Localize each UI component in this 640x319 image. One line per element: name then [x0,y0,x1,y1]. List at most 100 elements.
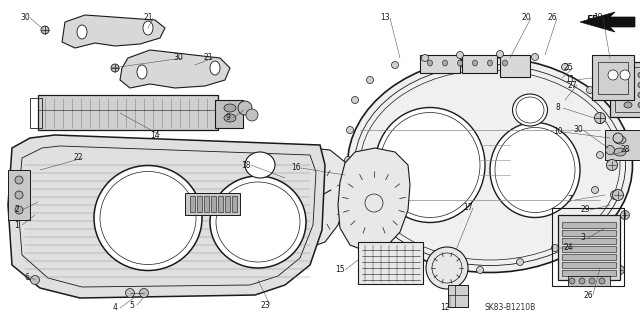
Bar [562,270,616,276]
Ellipse shape [605,145,614,154]
Ellipse shape [624,102,632,108]
Text: 7: 7 [568,196,572,204]
Ellipse shape [611,231,620,240]
Ellipse shape [614,148,626,156]
Ellipse shape [561,63,568,70]
Bar [598,62,628,94]
Bar [185,193,240,215]
Text: 22: 22 [73,153,83,162]
Polygon shape [338,148,410,252]
Polygon shape [278,148,348,248]
Text: 23: 23 [260,300,270,309]
Text: 24: 24 [563,243,573,253]
Ellipse shape [620,70,630,80]
Ellipse shape [210,61,220,75]
Ellipse shape [401,247,408,254]
Ellipse shape [41,26,49,34]
Ellipse shape [577,217,584,224]
Bar [605,130,640,160]
Ellipse shape [614,136,626,144]
Ellipse shape [591,187,598,194]
Text: 4: 4 [113,303,117,313]
Ellipse shape [579,278,585,284]
Ellipse shape [143,21,153,35]
Bar [218,196,223,212]
Text: 15: 15 [335,265,345,275]
Bar [610,62,640,117]
Bar [558,215,620,280]
Ellipse shape [613,133,623,143]
Ellipse shape [111,64,119,72]
Ellipse shape [638,72,640,78]
Ellipse shape [638,102,640,108]
Bar [592,55,634,100]
Ellipse shape [621,211,630,219]
Ellipse shape [351,97,358,103]
Ellipse shape [611,190,620,199]
Ellipse shape [351,191,358,198]
Bar [562,262,616,268]
Bar [204,196,209,212]
Text: 27: 27 [567,80,577,90]
Text: 21: 21 [143,13,153,23]
Ellipse shape [245,152,275,178]
Text: 10: 10 [553,128,563,137]
Bar [197,196,202,212]
Ellipse shape [513,94,547,126]
Ellipse shape [612,189,623,201]
Ellipse shape [15,176,23,184]
Ellipse shape [94,166,202,271]
Text: 26: 26 [583,291,593,300]
Ellipse shape [477,266,483,273]
Ellipse shape [596,152,604,159]
Bar [552,208,624,286]
Bar [8,170,30,220]
Ellipse shape [456,51,463,58]
Text: 11: 11 [565,76,575,85]
Text: 26: 26 [547,13,557,23]
Ellipse shape [348,57,632,272]
Ellipse shape [436,262,444,269]
Ellipse shape [596,116,604,123]
Text: 29: 29 [580,205,590,214]
Ellipse shape [624,92,632,98]
Polygon shape [120,50,230,88]
Text: 12: 12 [440,303,450,313]
Bar [225,196,230,212]
Ellipse shape [375,108,485,222]
Bar [358,242,423,284]
Ellipse shape [346,127,353,133]
Bar [568,276,610,286]
Ellipse shape [624,82,632,88]
Ellipse shape [31,276,40,285]
Ellipse shape [599,278,605,284]
Text: 2: 2 [15,205,19,214]
Polygon shape [580,12,635,32]
Ellipse shape [458,60,463,66]
Ellipse shape [552,244,559,251]
Ellipse shape [442,60,447,66]
Bar [232,196,237,212]
Ellipse shape [589,278,595,284]
Ellipse shape [224,114,236,122]
Text: 18: 18 [241,160,251,169]
Ellipse shape [392,62,399,69]
Ellipse shape [428,60,433,66]
Text: 1: 1 [15,220,19,229]
Bar [215,100,243,128]
Ellipse shape [605,219,616,231]
Ellipse shape [125,288,134,298]
Ellipse shape [15,191,23,199]
Ellipse shape [609,255,621,265]
Bar [562,222,616,228]
Bar [30,98,42,128]
Text: FR: FR [587,16,599,25]
Ellipse shape [246,109,258,121]
Ellipse shape [15,206,23,214]
Ellipse shape [502,60,508,66]
Text: 13: 13 [380,13,390,23]
Bar [500,55,530,77]
Ellipse shape [224,104,236,112]
Ellipse shape [516,258,524,265]
Text: 20: 20 [521,13,531,23]
